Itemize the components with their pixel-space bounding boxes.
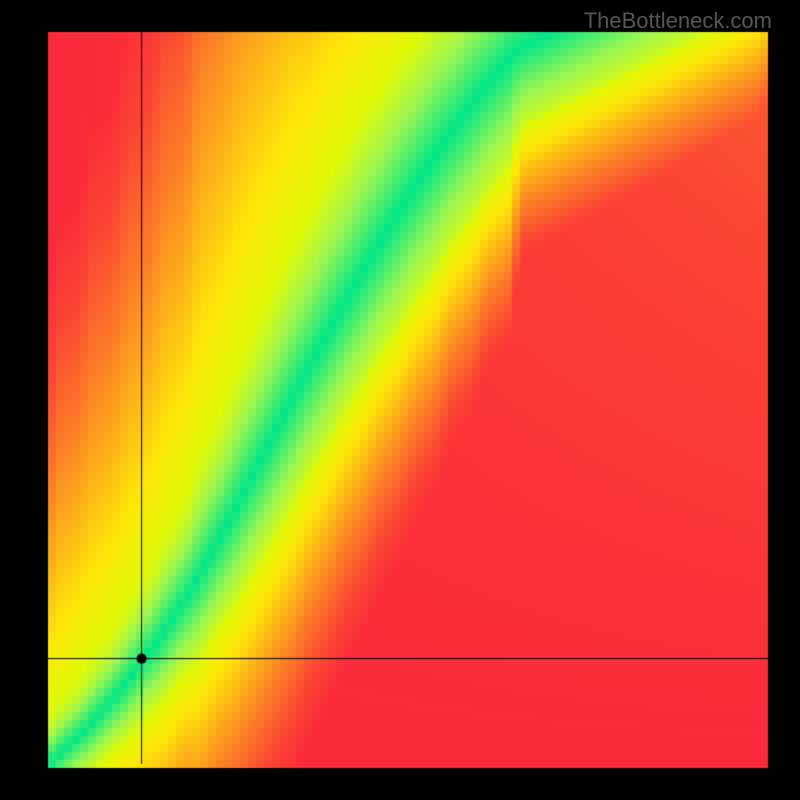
chart-container: TheBottleneck.com xyxy=(0,0,800,800)
watermark-text: TheBottleneck.com xyxy=(584,8,772,34)
heatmap-canvas xyxy=(0,0,800,800)
